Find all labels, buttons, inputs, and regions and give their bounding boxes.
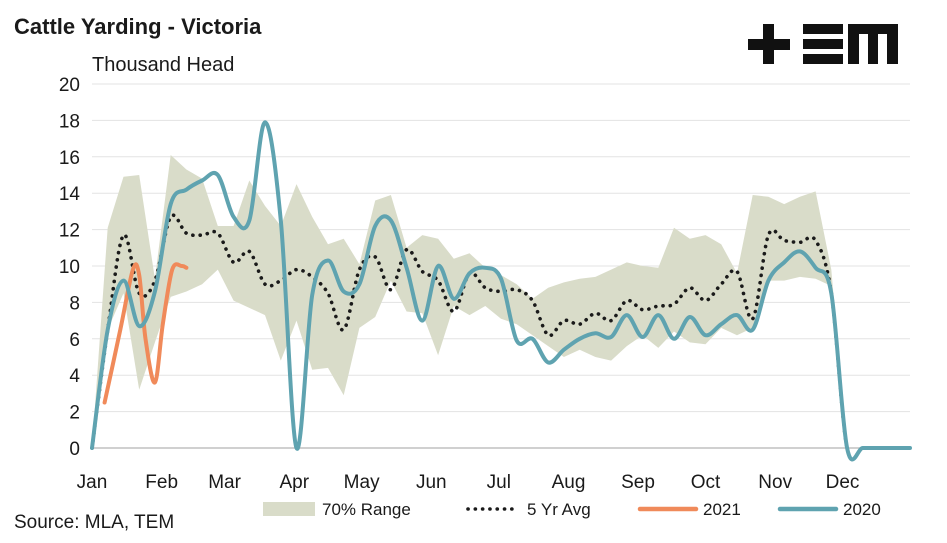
y-tick-8: 8	[69, 293, 80, 314]
legend-label-2021: 2021	[703, 500, 741, 519]
series-2020-line	[90, 120, 912, 462]
y-axis-label: Thousand Head	[92, 54, 235, 76]
x-tick-mar: Mar	[208, 472, 241, 493]
x-tick-apr: Apr	[280, 472, 310, 493]
legend-item-5-yr-avg: 5 Yr Avg	[466, 500, 591, 519]
x-tick-jun: Jun	[416, 472, 447, 493]
x-tick-oct: Oct	[691, 472, 721, 493]
chart-title: Cattle Yarding - Victoria	[14, 14, 262, 39]
tem-logo-icon	[748, 24, 898, 64]
y-tick-20: 20	[59, 75, 80, 96]
series-70-range-band	[92, 155, 910, 448]
series-5yr-avg-line	[90, 213, 912, 462]
y-tick-12: 12	[59, 221, 80, 242]
legend-label-2020: 2020	[843, 500, 881, 519]
legend-item-2021: 2021	[637, 500, 741, 519]
legend-label-5-yr-avg: 5 Yr Avg	[527, 500, 591, 519]
x-tick-labels: Jan Feb Mar Apr May Jun Jul Aug Sep Oct Nov Dec	[77, 472, 860, 493]
y-tick-labels: 0 2 4 6 8 10 12 14 16 18 20	[59, 75, 81, 460]
y-tick-4: 4	[69, 366, 80, 387]
legend-label-70-range: 70% Range	[322, 500, 411, 519]
x-tick-sep: Sep	[621, 472, 655, 493]
series-lines-layer	[90, 120, 912, 462]
series-2021-line	[102, 262, 189, 405]
x-tick-jan: Jan	[77, 472, 108, 493]
x-tick-dec: Dec	[826, 472, 860, 493]
range-band-layer	[92, 155, 910, 448]
y-tick-14: 14	[59, 184, 81, 205]
y-tick-18: 18	[59, 111, 80, 132]
legend-item-70-range: 70% Range	[263, 500, 411, 519]
x-tick-aug: Aug	[552, 472, 586, 493]
y-tick-16: 16	[59, 148, 80, 169]
source-note: Source: MLA, TEM	[14, 512, 175, 533]
legend: 70% Range 5 Yr Avg 2021 2020	[263, 500, 881, 519]
x-tick-nov: Nov	[758, 472, 792, 493]
x-tick-feb: Feb	[145, 472, 178, 493]
y-tick-0: 0	[69, 439, 80, 460]
legend-item-2020: 2020	[777, 500, 881, 519]
y-tick-10: 10	[59, 257, 80, 278]
x-tick-may: May	[344, 472, 380, 493]
legend-swatch-70-range	[263, 502, 315, 516]
x-tick-jul: Jul	[487, 472, 511, 493]
y-tick-6: 6	[69, 330, 80, 351]
y-tick-2: 2	[69, 403, 80, 424]
